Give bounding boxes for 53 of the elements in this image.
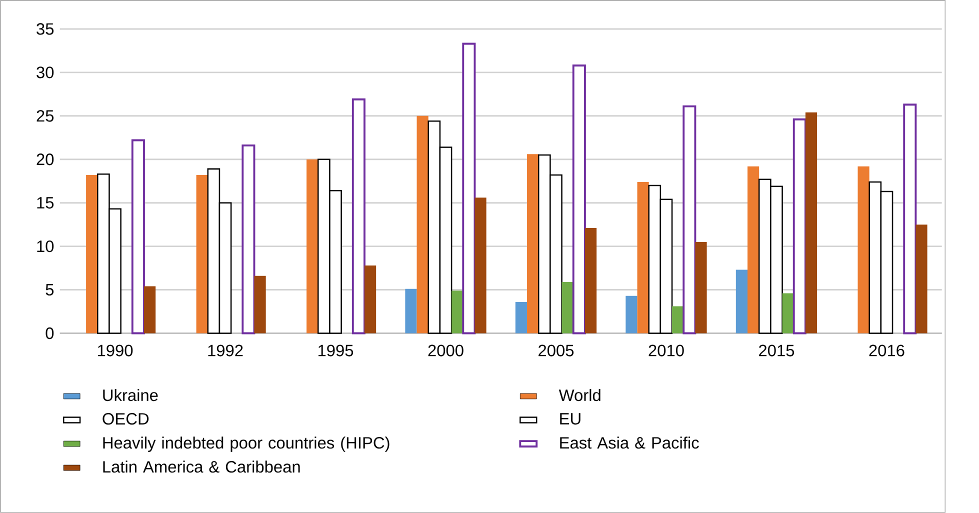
bar	[584, 228, 597, 334]
bar	[626, 296, 638, 334]
bar	[695, 242, 707, 334]
y-tick-label: 30	[36, 66, 54, 78]
bar	[474, 198, 486, 334]
x-tick-label: 1995	[318, 344, 354, 356]
bar	[572, 64, 586, 334]
y-tick-label: 5	[46, 284, 54, 296]
legend-label: EU	[560, 413, 580, 425]
bar	[364, 265, 376, 334]
bar	[416, 116, 428, 334]
bar	[144, 286, 156, 334]
y-tick-label: 35	[36, 23, 54, 35]
bar	[196, 175, 208, 334]
bar	[792, 118, 806, 334]
bar	[515, 302, 528, 334]
bar	[916, 224, 928, 334]
y-tick-label: 25	[36, 110, 54, 122]
bar	[805, 112, 818, 334]
legend-label: OECD	[102, 413, 149, 425]
x-tick-label: 1992	[208, 344, 243, 356]
bar	[452, 290, 464, 334]
y-tick-label: 20	[36, 154, 54, 166]
bar	[352, 98, 366, 334]
bar	[903, 104, 917, 334]
x-tick-label: 2015	[759, 344, 794, 356]
bar	[527, 154, 539, 334]
x-tick-label: 2005	[538, 344, 574, 356]
bar	[306, 159, 318, 334]
bar	[86, 175, 98, 334]
x-tick-label: 2016	[869, 344, 904, 356]
bar	[736, 270, 748, 334]
bar	[562, 282, 574, 334]
y-tick-label: 15	[37, 197, 54, 209]
bar	[462, 42, 476, 334]
bar	[858, 166, 870, 334]
y-tick-label: 0	[46, 327, 54, 340]
x-tick-label: 1990	[98, 344, 133, 356]
bar	[131, 139, 145, 334]
bar	[405, 288, 417, 334]
legend-label: Heavily indebted poor countries (HIPC)	[103, 436, 390, 452]
bar	[254, 276, 266, 334]
legend-label: World	[558, 389, 600, 402]
x-tick-label: 2010	[648, 344, 684, 356]
x-tick-label: 2000	[428, 344, 464, 356]
legend-label: Latin America & Caribbean	[103, 460, 300, 473]
legend-label: Ukraine	[103, 389, 158, 402]
bar	[682, 105, 696, 334]
legend-label: East Asia & Pacific	[560, 436, 699, 449]
bar	[242, 144, 256, 334]
bar	[748, 166, 760, 334]
bar	[637, 182, 649, 334]
y-tick-label: 10	[37, 240, 54, 252]
